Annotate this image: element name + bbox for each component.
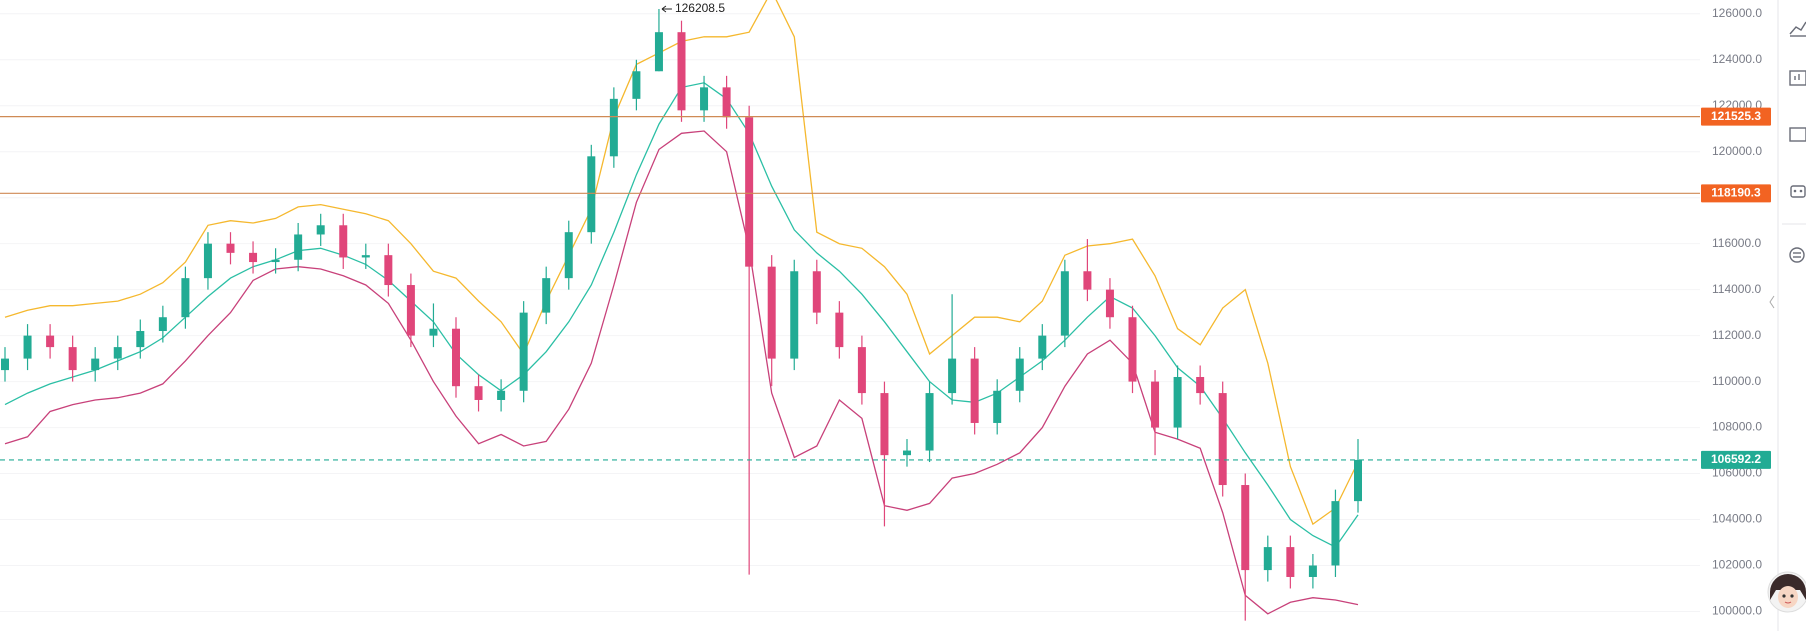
price-label-box [1701, 184, 1771, 203]
price-label-box [1701, 450, 1771, 469]
candle-body [23, 335, 32, 359]
candle-body [1105, 289, 1114, 318]
max-price-label: 126208.5 [675, 1, 725, 15]
candle-body [226, 243, 235, 253]
candle-body [1218, 393, 1227, 486]
candle-body [46, 335, 55, 348]
candle-body [271, 259, 280, 263]
candle-body [91, 358, 100, 371]
candle-body [970, 358, 979, 423]
candle-body [948, 358, 957, 394]
candle-body [1015, 358, 1024, 391]
candle-body [700, 87, 709, 111]
candle-body [903, 450, 911, 456]
price-label-box [1701, 107, 1771, 126]
candle-body [474, 386, 483, 400]
candle-body [1128, 317, 1137, 382]
price-label: 121525.3 [1711, 109, 1761, 123]
candle-body [1196, 376, 1205, 394]
y-tick-label: 108000.0 [1712, 420, 1762, 434]
candle-body [384, 255, 393, 286]
y-tick-label: 120000.0 [1712, 144, 1762, 158]
candle-body [316, 225, 325, 235]
candle-body [406, 285, 415, 336]
candle-body [880, 393, 889, 456]
assistant-avatar[interactable] [1767, 571, 1806, 613]
y-tick-label: 116000.0 [1712, 236, 1761, 250]
price-label: 106592.2 [1711, 452, 1761, 466]
candle-body [1241, 485, 1250, 571]
y-tick-label: 104000.0 [1712, 512, 1762, 526]
candle-body [1263, 547, 1272, 571]
collapse-handle[interactable] [1769, 295, 1775, 309]
candle-body [158, 317, 167, 332]
max-arrow [661, 5, 672, 13]
candle-body [857, 347, 866, 394]
candle-body [1173, 376, 1182, 428]
y-tick-label: 126000.0 [1712, 6, 1762, 20]
tool-chart[interactable] [1789, 70, 1806, 86]
band-middle [4, 82, 1359, 548]
candle-body [339, 225, 348, 258]
candle-body [203, 243, 212, 279]
y-tick-label: 114000.0 [1712, 282, 1761, 296]
candle-body [542, 278, 551, 313]
candle-body [1308, 565, 1317, 577]
candle-body [1083, 271, 1092, 290]
candle-body [429, 328, 438, 336]
candle-body [925, 393, 934, 451]
y-tick-label: 110000.0 [1712, 374, 1761, 388]
grid [0, 13, 1700, 612]
candle-body [1038, 335, 1047, 359]
tool-bot[interactable] [1790, 185, 1806, 198]
candle-body [722, 87, 731, 118]
candle-body [519, 312, 528, 391]
candle-body [812, 271, 821, 313]
candle-body [587, 156, 596, 233]
price-axis: 100000.0 102000.0 104000.0 106000.0 108000.0… [1701, 6, 1771, 618]
candle-body [767, 266, 776, 359]
y-tick-label: 100000.0 [1712, 604, 1762, 618]
tool-indicators[interactable] [1789, 21, 1806, 37]
candle-body [677, 32, 686, 111]
candle-body [361, 255, 370, 258]
candle-body [294, 234, 303, 260]
candle-body [113, 347, 122, 359]
candle-body [1286, 547, 1295, 577]
candle-body [497, 390, 506, 400]
candle-body [564, 232, 573, 279]
candle-body [609, 98, 618, 157]
candle-body [452, 328, 460, 387]
candle-body [835, 312, 844, 348]
tool-swap[interactable] [1789, 247, 1805, 263]
tool-etf[interactable] [1789, 127, 1806, 142]
candle-body [790, 271, 799, 359]
candle-body [654, 32, 663, 72]
toolbar [1767, 21, 1806, 613]
candle-body [1060, 271, 1069, 336]
candle-body [745, 117, 754, 267]
candle-body [181, 278, 190, 318]
candle-body [249, 252, 258, 263]
candle-body [1354, 459, 1362, 502]
candle-body [1331, 501, 1340, 566]
y-tick-label: 102000.0 [1712, 558, 1762, 572]
candle-body [993, 390, 1002, 423]
candle-body [632, 71, 641, 99]
y-tick-label: 112000.0 [1712, 328, 1761, 342]
candle-body [136, 331, 145, 348]
price-label: 118190.3 [1711, 185, 1761, 199]
plot-area: 126208.5 [0, 0, 1700, 621]
candle-body [1151, 381, 1160, 428]
y-tick-label: 106000.0 [1712, 466, 1762, 480]
y-tick-label: 124000.0 [1712, 52, 1762, 66]
candle-body [1, 358, 9, 371]
candle-body [68, 347, 77, 371]
